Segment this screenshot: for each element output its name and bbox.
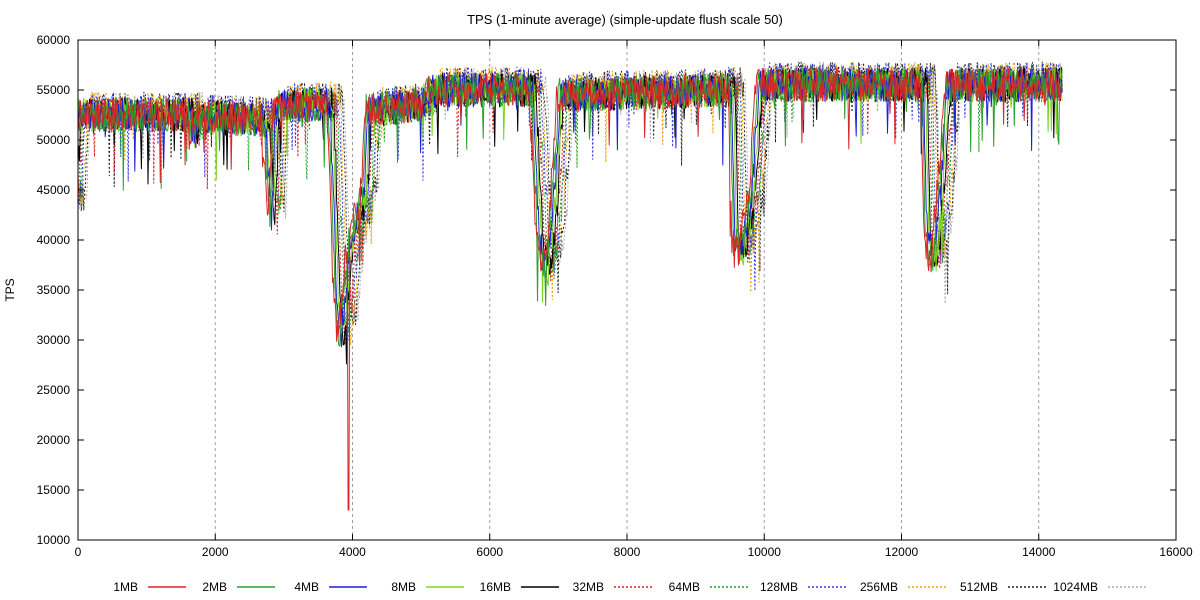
legend-label-1024mb: 1024MB xyxy=(1053,580,1098,594)
y-tick-label: 20000 xyxy=(37,433,71,447)
x-tick-label: 4000 xyxy=(339,545,366,559)
legend-label-1mb: 1MB xyxy=(113,580,138,594)
y-tick-label: 45000 xyxy=(37,183,71,197)
series-line-1mb xyxy=(77,67,1063,511)
x-tick-label: 12000 xyxy=(885,545,919,559)
y-axis-ticks: 10000 15000 20000 25000 30000 35000 40000 45000… xyxy=(37,33,1176,547)
y-tick-label: 15000 xyxy=(37,483,71,497)
legend: 1MB 2MB 4MB 8MB 16MB 32MB 64MB 128MB 256MB 512MB 1… xyxy=(113,580,1146,594)
grid-lines xyxy=(214,40,1040,540)
y-tick-label: 55000 xyxy=(37,83,71,97)
legend-label-32mb: 32MB xyxy=(573,580,604,594)
x-tick-label: 14000 xyxy=(1022,545,1056,559)
series-layer xyxy=(77,61,1063,511)
legend-label-64mb: 64MB xyxy=(669,580,700,594)
legend-label-512mb: 512MB xyxy=(960,580,998,594)
x-tick-label: 6000 xyxy=(476,545,503,559)
x-axis-ticks: 0 2000 4000 6000 8000 10000 12000 14000 16000 xyxy=(75,40,1193,559)
y-tick-label: 25000 xyxy=(37,383,71,397)
y-tick-label: 30000 xyxy=(37,333,71,347)
y-tick-label: 35000 xyxy=(37,283,71,297)
y-tick-label: 10000 xyxy=(37,533,71,547)
x-tick-label: 2000 xyxy=(202,545,229,559)
x-tick-label: 8000 xyxy=(614,545,641,559)
y-axis-label: TPS xyxy=(3,278,17,301)
y-tick-label: 40000 xyxy=(37,233,71,247)
x-tick-label: 10000 xyxy=(748,545,782,559)
legend-label-256mb: 256MB xyxy=(860,580,898,594)
legend-label-4mb: 4MB xyxy=(294,580,319,594)
y-tick-label: 50000 xyxy=(37,133,71,147)
x-tick-label: 16000 xyxy=(1159,545,1193,559)
x-tick-label: 0 xyxy=(75,545,82,559)
legend-label-128mb: 128MB xyxy=(760,580,798,594)
chart-title: TPS (1-minute average) (simple-update fl… xyxy=(467,12,783,27)
legend-label-16mb: 16MB xyxy=(480,580,511,594)
legend-label-2mb: 2MB xyxy=(202,580,227,594)
y-tick-label: 60000 xyxy=(37,33,71,47)
legend-label-8mb: 8MB xyxy=(391,580,416,594)
